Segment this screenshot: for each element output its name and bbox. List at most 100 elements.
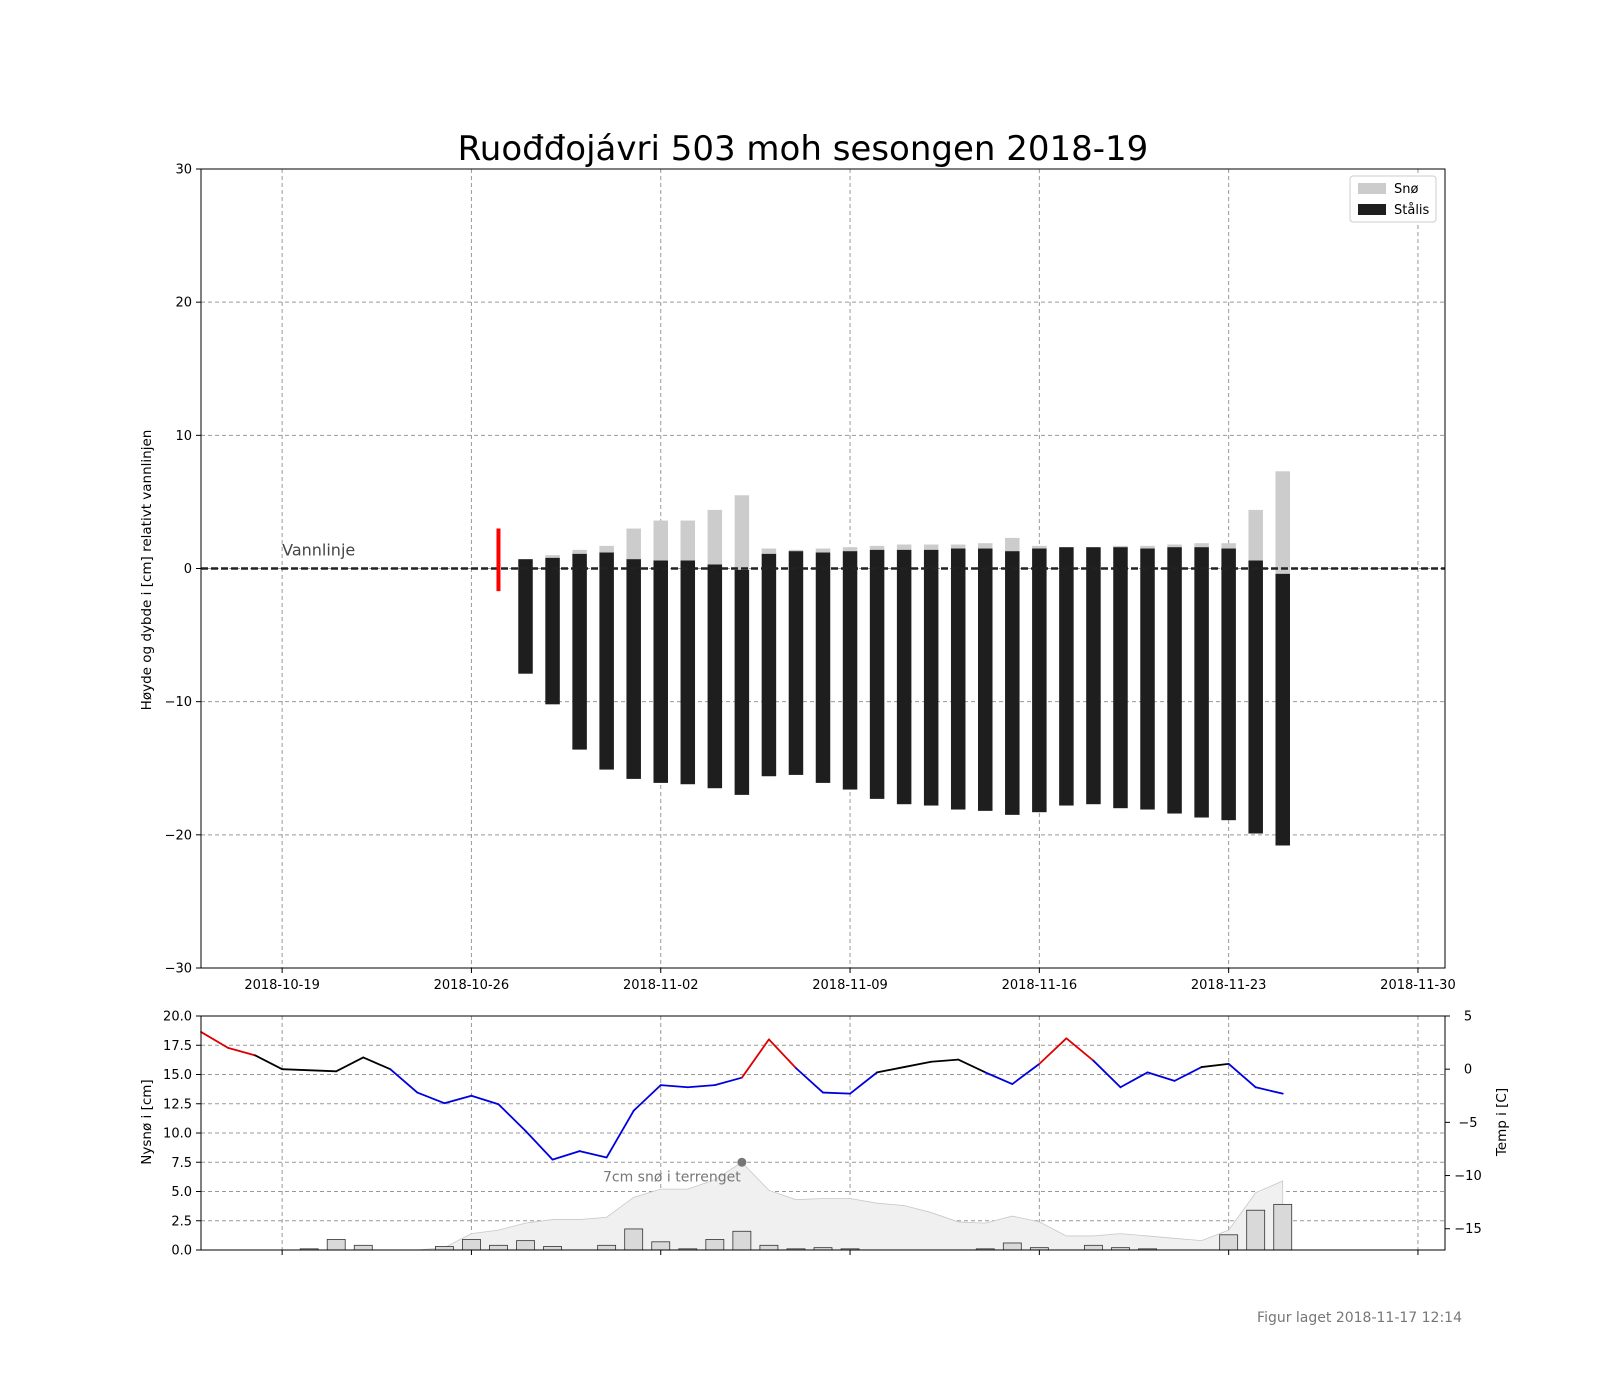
temperature-segment — [470, 1094, 500, 1106]
ice-bar — [1167, 547, 1182, 814]
snow-bar — [1248, 509, 1263, 561]
new-snow-bar — [462, 1239, 481, 1251]
temperature-segment — [713, 1076, 743, 1087]
x-tick-label: 2018-11-16 — [1002, 978, 1078, 993]
x-tick-label: 2018-11-23 — [1191, 978, 1267, 993]
temperature-segment — [551, 1150, 581, 1161]
y-tick-label: 7.5 — [171, 1156, 192, 1171]
y-tick-label-right: −15 — [1454, 1222, 1481, 1237]
y-axis-label-nysno: Nysnø i [cm] — [139, 1079, 155, 1164]
ice-bar — [599, 552, 614, 770]
temperature-segment — [1065, 1037, 1095, 1062]
new-snow-bar — [624, 1228, 644, 1251]
x-tick-label: 2018-10-19 — [244, 978, 320, 993]
y-tick-label: 10 — [175, 429, 192, 444]
temperature-segment — [1200, 1062, 1230, 1068]
snow-temp-plot: 7cm snø i terrenget 20.0 17.5 15.0 12.5 10.0 7… — [163, 1010, 1482, 1259]
temperature-segment — [903, 1060, 933, 1068]
snow-bar — [653, 520, 668, 561]
temperature-segment — [497, 1103, 527, 1132]
x-tick-label: 2018-11-30 — [1380, 978, 1456, 993]
temperature-segment — [740, 1038, 770, 1079]
y-tick-label-right: −5 — [1458, 1116, 1477, 1131]
terrain-snow-point — [737, 1157, 747, 1167]
new-snow-bar — [651, 1241, 671, 1251]
y-tick-label-right: −10 — [1454, 1169, 1481, 1184]
temperature-segment — [822, 1091, 851, 1095]
new-snow-bar — [759, 1244, 779, 1251]
snow-bar — [1275, 471, 1290, 574]
ice-plot: Vannlinje 30 20 10 0 −10 −20 −30 2018-10-19 2018-… — [165, 163, 1456, 994]
y-tick-label: 30 — [175, 163, 192, 178]
temperature-segment — [849, 1071, 878, 1095]
y-tick-label: 0 — [184, 562, 192, 577]
temperature-segment — [389, 1068, 419, 1094]
waterline-label: Vannlinje — [282, 541, 355, 560]
temperature-segment — [686, 1084, 716, 1089]
ice-bar — [572, 553, 587, 750]
ice-bar — [1275, 573, 1290, 846]
ice-bar — [896, 549, 912, 805]
legend-label-stalis: Stålis — [1394, 203, 1430, 218]
y-tick-label-right: 0 — [1464, 1063, 1472, 1078]
temperature-segment — [524, 1129, 554, 1161]
ice-bar — [1005, 551, 1020, 815]
ice-bar — [545, 557, 560, 705]
snow-bar — [896, 544, 912, 550]
x-tick-label: 2018-11-09 — [812, 978, 888, 993]
figure-timestamp: Figur laget 2018-11-17 12:14 — [1257, 1310, 1462, 1326]
new-snow-bar — [1246, 1209, 1266, 1251]
temperature-segment — [200, 1031, 229, 1049]
ice-bar — [869, 549, 885, 799]
snow-bar — [842, 547, 858, 552]
temperature-segment — [930, 1058, 960, 1063]
ice-bar — [1140, 548, 1155, 810]
new-snow-bar — [1273, 1203, 1293, 1251]
temperature-segment — [876, 1066, 906, 1074]
temperature-segment — [957, 1058, 987, 1074]
temperature-segment — [335, 1056, 365, 1073]
snow-bar — [1005, 537, 1020, 552]
snow-bar — [950, 544, 966, 549]
new-snow-bar — [732, 1230, 752, 1251]
ice-bar — [1086, 547, 1101, 805]
ice-bar — [1032, 548, 1047, 813]
ice-bar — [1113, 547, 1128, 809]
snow-bar — [761, 548, 777, 554]
temperature-segment — [254, 1054, 284, 1071]
y-tick-label: 17.5 — [163, 1039, 192, 1054]
ice-bar — [978, 548, 993, 811]
snow-bar — [815, 548, 831, 553]
y-tick-label: −20 — [165, 828, 192, 843]
snow-bar — [869, 545, 885, 550]
snow-bar — [1194, 543, 1209, 548]
y-tick-label: 20 — [175, 296, 192, 311]
x-tick-label: 2018-10-26 — [434, 978, 510, 993]
temperature-segment — [1227, 1062, 1257, 1089]
ice-bar — [1059, 547, 1074, 806]
snow-bar — [680, 520, 696, 561]
snow-bar — [572, 549, 587, 554]
new-snow-bar — [1002, 1242, 1022, 1251]
snow-bar — [788, 549, 804, 552]
snow-bar — [545, 555, 560, 558]
ice-bar — [815, 552, 831, 783]
temperature-segment — [1092, 1059, 1122, 1089]
y-tick-label-right: 5 — [1464, 1010, 1472, 1025]
snow-bar — [1032, 545, 1047, 549]
snow-bar — [978, 543, 993, 549]
temperature-segment — [1011, 1062, 1041, 1085]
terrain-snow-annotation: 7cm snø i terrenget — [603, 1169, 741, 1185]
snow-bar — [923, 544, 939, 550]
temperature-segment — [605, 1109, 635, 1159]
temperature-segment — [362, 1056, 392, 1071]
new-snow-bar — [543, 1246, 562, 1251]
y-tick-label: 20.0 — [163, 1010, 192, 1025]
x-tick-label: 2018-11-02 — [623, 978, 699, 993]
y-tick-label: −10 — [165, 695, 192, 710]
chart-title: Ruođđojávri 503 moh sesongen 2018-19 — [458, 129, 1149, 169]
ice-bar — [1221, 548, 1236, 821]
new-snow-bar — [1084, 1244, 1103, 1251]
new-snow-bar — [516, 1240, 535, 1251]
